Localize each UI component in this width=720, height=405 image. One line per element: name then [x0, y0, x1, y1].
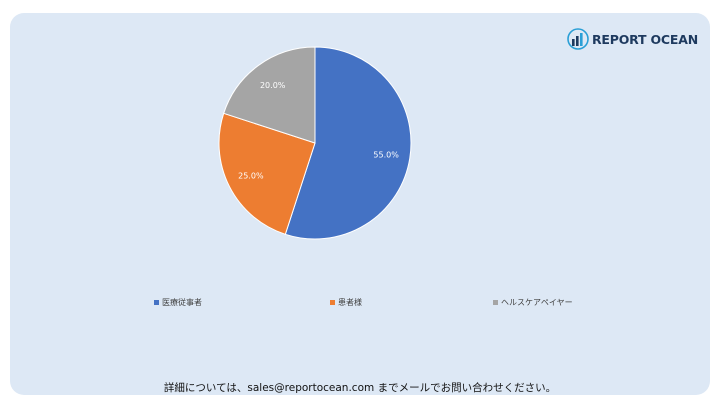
pie-data-label: 55.0% [373, 150, 399, 159]
pie-slice-healthcare-payers [223, 46, 316, 144]
brand-logo: REPORT OCEAN [567, 28, 698, 50]
legend-swatch [154, 299, 159, 305]
contact-footer: 詳細については、sales@reportocean.com までメールでお問い合… [163, 382, 557, 394]
pie-data-label: 25.0% [238, 172, 264, 181]
pie-slice-patients [218, 112, 316, 235]
legend-label: ヘルスケアペイヤー [501, 297, 573, 307]
legend-swatch [493, 299, 498, 305]
pie-data-label: 20.0% [260, 81, 286, 90]
pie-slice-healthcare-workers [284, 46, 412, 240]
bar-chart-logo-icon [567, 28, 589, 50]
legend-item-patients: 患者様 [330, 295, 362, 309]
legend-label: 患者様 [338, 297, 362, 307]
legend-item-healthcare-workers: 医療従事者 [154, 295, 202, 309]
legend-label: 医療従事者 [162, 297, 202, 307]
brand-name: REPORT OCEAN [592, 31, 698, 47]
legend-swatch [330, 299, 335, 305]
legend-item-healthcare-payers: ヘルスケアペイヤー [493, 295, 573, 309]
